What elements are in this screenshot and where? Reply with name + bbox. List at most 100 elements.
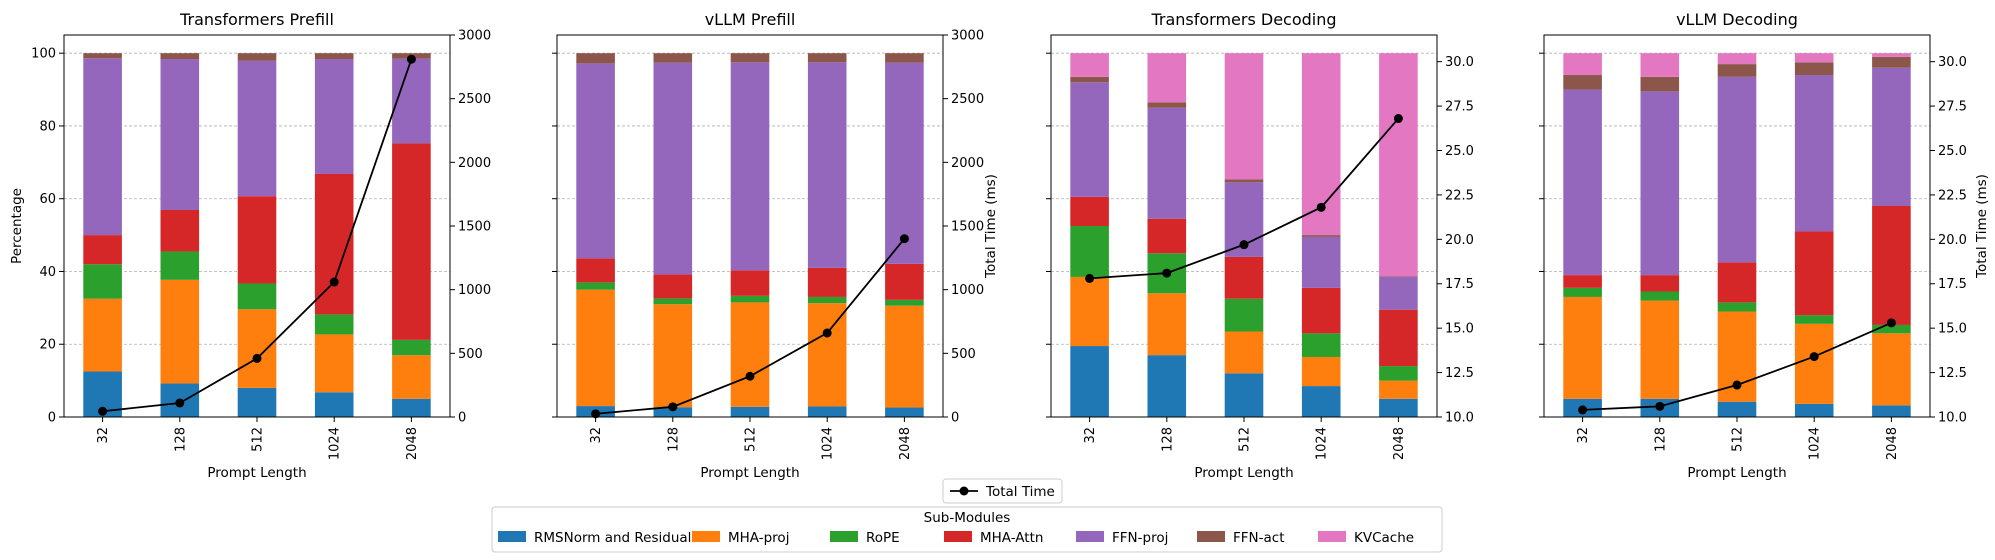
bar-mha-attn-128 bbox=[653, 274, 693, 299]
y2-tick-label: 22.5 bbox=[1445, 188, 1474, 203]
bar-ffn-act-1024 bbox=[1301, 235, 1341, 237]
total-time-point-512 bbox=[1732, 380, 1742, 390]
chart-title: Transformers Prefill bbox=[179, 10, 334, 29]
bar-mha-proj-512 bbox=[237, 309, 277, 388]
bar-mha-proj-2048 bbox=[1379, 380, 1418, 399]
bar-ffn-act-512 bbox=[1717, 64, 1757, 77]
x-tick-label: 2048 bbox=[405, 427, 420, 460]
y2-tick-label: 500 bbox=[951, 347, 976, 362]
bar-rmsnorm-and-residual-2048 bbox=[1872, 405, 1911, 417]
x-tick-label: 128 bbox=[666, 427, 681, 452]
bar-mha-attn-512 bbox=[1717, 262, 1757, 303]
bar-rope-128 bbox=[160, 251, 200, 280]
y2-tick-label: 12.5 bbox=[1445, 366, 1474, 381]
bar-rmsnorm-and-residual-2048 bbox=[392, 398, 431, 417]
bar-rope-512 bbox=[730, 295, 770, 303]
x-tick-label: 32 bbox=[1576, 427, 1591, 444]
x-axis-label: Prompt Length bbox=[1194, 465, 1293, 481]
x-tick-label: 512 bbox=[1238, 427, 1253, 452]
bar-ffn-act-32 bbox=[1563, 75, 1602, 90]
x-tick-label: 128 bbox=[1160, 427, 1175, 452]
bar-rmsnorm-and-residual-1024 bbox=[807, 406, 847, 417]
bar-rope-32 bbox=[1563, 287, 1602, 297]
y2-tick-label: 17.5 bbox=[1938, 277, 1967, 292]
bar-rmsnorm-and-residual-512 bbox=[237, 387, 277, 417]
bar-mha-proj-128 bbox=[653, 304, 693, 408]
bar-ffn-act-1024 bbox=[1794, 62, 1834, 76]
y2-tick-label: 12.5 bbox=[1938, 366, 1967, 381]
legend-label-mha-attn: MHA-Attn bbox=[980, 530, 1043, 546]
total-time-point-512 bbox=[252, 353, 262, 363]
bar-rope-512 bbox=[1717, 302, 1757, 312]
bar-rope-1024 bbox=[1301, 333, 1341, 357]
bar-ffn-act-512 bbox=[1224, 179, 1264, 183]
bar-ffn-act-512 bbox=[237, 53, 277, 61]
y2-axis-label: Total Time (ms) bbox=[1974, 174, 1990, 279]
y2-tick-label: 15.0 bbox=[1445, 322, 1474, 337]
chart-title: vLLM Decoding bbox=[1676, 10, 1798, 29]
chart-panel-3: 10.0 12.5 15.0 17.5 20.0 22.5 25.0 27.5 30.0 32 12… bbox=[1046, 10, 1474, 481]
bar-mha-proj-2048 bbox=[1872, 333, 1911, 406]
legend-label-kvcache: KVCache bbox=[1354, 530, 1414, 546]
bar-mha-attn-128 bbox=[1147, 218, 1187, 254]
total-time-point-32 bbox=[591, 409, 601, 419]
total-time-point-2048 bbox=[1886, 318, 1896, 328]
bar-rmsnorm-and-residual-32 bbox=[1070, 346, 1109, 417]
bar-mha-proj-128 bbox=[160, 279, 200, 384]
bar-rope-128 bbox=[1640, 291, 1680, 301]
bar-mha-attn-32 bbox=[83, 235, 122, 265]
bar-rope-1024 bbox=[314, 314, 354, 335]
bar-kvcache-512 bbox=[1224, 53, 1264, 180]
y2-tick-label: 15.0 bbox=[1938, 322, 1967, 337]
legend-item-rope: RoPE bbox=[830, 530, 900, 546]
total-time-legend-label: Total Time bbox=[985, 484, 1055, 500]
y2-tick-label: 1500 bbox=[458, 220, 491, 235]
y2-tick-label: 3000 bbox=[951, 29, 984, 44]
legend-label-rmsnorm-and-residual: RMSNorm and Residual bbox=[534, 530, 691, 546]
legend-label-mha-proj: MHA-proj bbox=[728, 530, 789, 546]
total-time-legend-box bbox=[942, 478, 1063, 504]
legend-item-kvcache: KVCache bbox=[1318, 530, 1414, 546]
bar-mha-proj-32 bbox=[576, 289, 615, 407]
x-tick-label: 512 bbox=[744, 427, 759, 452]
bar-rmsnorm-and-residual-128 bbox=[653, 407, 693, 417]
bar-mha-proj-128 bbox=[1640, 300, 1680, 399]
bar-rope-32 bbox=[576, 282, 615, 290]
x-tick-label: 32 bbox=[96, 427, 111, 444]
bar-mha-attn-512 bbox=[1224, 256, 1264, 299]
bar-mha-attn-512 bbox=[237, 196, 277, 284]
bar-rope-2048 bbox=[1379, 366, 1418, 381]
legend-item-rmsnorm-and-residual: RMSNorm and Residual bbox=[498, 530, 691, 546]
y2-tick-label: 27.5 bbox=[1445, 100, 1474, 115]
total-time-point-1024 bbox=[329, 277, 339, 287]
x-tick-label: 2048 bbox=[1885, 427, 1900, 460]
y2-tick-label: 1500 bbox=[951, 220, 984, 235]
y2-tick-label: 2500 bbox=[951, 92, 984, 107]
y2-tick-label: 25.0 bbox=[1445, 144, 1474, 159]
total-time-point-32 bbox=[1085, 273, 1095, 283]
bar-rmsnorm-and-residual-512 bbox=[1717, 401, 1757, 417]
chart-title: vLLM Prefill bbox=[705, 10, 796, 29]
bar-ffn-proj-2048 bbox=[1379, 276, 1418, 310]
bar-kvcache-1024 bbox=[1794, 53, 1834, 63]
bar-rope-32 bbox=[1070, 226, 1109, 277]
bar-ffn-act-32 bbox=[576, 53, 615, 64]
y2-tick-label: 25.0 bbox=[1938, 144, 1967, 159]
x-tick-label: 1024 bbox=[821, 427, 836, 460]
total-time-point-1024 bbox=[822, 328, 832, 338]
y2-tick-label: 20.0 bbox=[1445, 233, 1474, 248]
y2-tick-label: 3000 bbox=[458, 29, 491, 44]
total-time-point-512 bbox=[745, 371, 755, 381]
x-axis-label: Prompt Length bbox=[207, 465, 306, 481]
legend-item-mha-proj: MHA-proj bbox=[692, 530, 789, 546]
legend-swatch-ffn-act bbox=[1197, 531, 1225, 542]
x-tick-label: 512 bbox=[251, 427, 266, 452]
bar-ffn-proj-2048 bbox=[1872, 67, 1911, 206]
bar-rope-1024 bbox=[1794, 315, 1834, 324]
bar-ffn-act-128 bbox=[653, 53, 693, 63]
total-time-point-2048 bbox=[899, 234, 909, 244]
y-tick-label: 20 bbox=[39, 338, 56, 353]
bar-mha-proj-128 bbox=[1147, 293, 1187, 356]
y2-tick-label: 20.0 bbox=[1938, 233, 1967, 248]
